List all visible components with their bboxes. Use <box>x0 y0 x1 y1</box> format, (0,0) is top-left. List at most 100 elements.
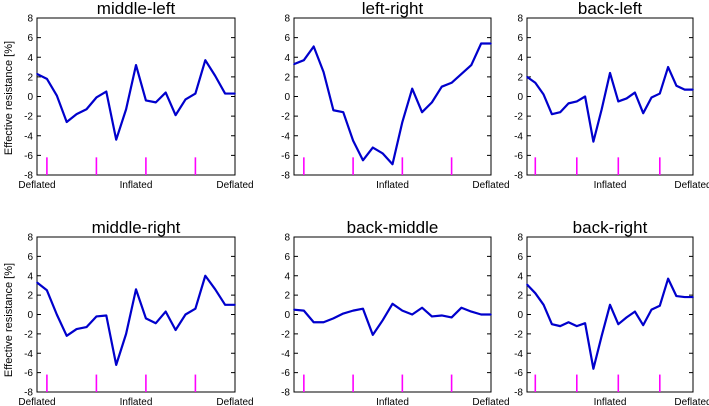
data-point <box>65 121 68 123</box>
data-point <box>95 315 98 318</box>
data-point <box>584 322 586 325</box>
y-tick-label: 4 <box>27 271 33 282</box>
y-tick-label: -8 <box>514 171 523 182</box>
data-point <box>567 321 570 324</box>
data-point <box>490 313 492 316</box>
data-point <box>421 306 423 309</box>
data-point <box>592 367 595 370</box>
y-tick-label: -2 <box>281 112 290 123</box>
data-point <box>194 92 197 95</box>
y-tick-label: 2 <box>517 72 523 83</box>
y-tick-label: -2 <box>514 112 523 123</box>
data-point <box>460 306 463 309</box>
data-point <box>204 59 207 61</box>
y-tick-label: 2 <box>284 291 290 302</box>
x-category-label: Inflated <box>120 180 153 191</box>
data-point <box>391 303 394 305</box>
y-tick-label: 8 <box>27 14 33 25</box>
y-tick-label: -4 <box>24 131 33 142</box>
y-tick-label: -4 <box>514 131 523 142</box>
series-line <box>293 42 491 166</box>
data-point <box>431 101 433 104</box>
data-point <box>105 314 108 317</box>
data-point <box>600 335 603 337</box>
y-tick-label: -8 <box>281 171 290 182</box>
data-point <box>534 81 537 84</box>
data-point <box>174 114 177 116</box>
data-point <box>293 308 295 311</box>
y-tick-label: 8 <box>517 233 523 244</box>
data-point <box>551 113 553 115</box>
plot-frame <box>293 17 492 176</box>
data-point <box>692 296 694 298</box>
y-tick-label: -6 <box>514 368 523 379</box>
data-point <box>332 317 335 320</box>
data-point <box>95 96 98 99</box>
data-point <box>194 307 197 310</box>
data-point <box>105 90 108 93</box>
y-tick-label: -4 <box>514 349 523 360</box>
data-point <box>381 152 384 155</box>
x-category-label: Deflated <box>472 180 509 191</box>
y-tick-label: 2 <box>284 72 290 83</box>
y-tick-label: 2 <box>517 291 523 302</box>
data-point <box>667 277 669 280</box>
data-point <box>440 85 443 88</box>
data-point <box>609 72 611 74</box>
data-point <box>683 296 686 298</box>
data-point <box>584 95 586 98</box>
data-point <box>303 309 305 312</box>
data-point <box>65 335 68 337</box>
y-tick-label: 6 <box>284 252 290 263</box>
data-point <box>36 73 38 75</box>
data-point <box>617 323 620 325</box>
data-point <box>381 319 384 322</box>
plot-frame <box>36 236 236 393</box>
data-point <box>164 91 167 94</box>
data-point <box>115 364 117 366</box>
data-point <box>234 92 236 95</box>
data-point <box>214 75 216 77</box>
chart-panel-left-right: left-right 8 6 4 2 0 -2 -4 -6 -8 Inflated Deflated <box>281 0 510 191</box>
data-point <box>391 163 394 166</box>
y-tick-label: 0 <box>27 310 33 321</box>
data-point <box>470 310 473 313</box>
plot-frame <box>526 17 694 176</box>
data-point <box>534 292 537 294</box>
data-point <box>155 322 157 325</box>
data-point <box>184 313 187 316</box>
x-category-label: Deflated <box>216 180 253 191</box>
y-axis-label-top: Effective resistance [%] <box>3 41 15 155</box>
data-point <box>56 313 58 316</box>
y-tick-label: 2 <box>27 72 33 83</box>
y-tick-label: 0 <box>517 310 523 321</box>
data-point <box>625 316 628 319</box>
data-point <box>155 101 157 104</box>
data-point <box>46 78 48 80</box>
data-point <box>609 304 611 306</box>
y-axis-label-bottom: Effective resistance [%] <box>3 263 15 377</box>
series-line <box>526 65 693 143</box>
data-point <box>592 140 595 143</box>
data-point <box>576 100 578 103</box>
data-point <box>650 96 653 99</box>
data-point <box>362 159 364 162</box>
y-tick-label: 4 <box>517 271 523 282</box>
y-tick-label: 4 <box>27 53 33 64</box>
y-tick-label: 4 <box>284 271 290 282</box>
data-point <box>659 304 661 307</box>
data-point <box>411 313 414 316</box>
y-tick-label: -6 <box>24 151 33 162</box>
x-category-label: Deflated <box>18 397 55 406</box>
data-point <box>46 289 48 292</box>
data-point <box>352 139 354 142</box>
data-point <box>450 316 453 319</box>
data-point <box>85 108 88 111</box>
y-tick-label: 8 <box>284 233 290 244</box>
x-category-label: Inflated <box>594 397 627 406</box>
data-point <box>204 274 207 277</box>
data-point <box>372 334 374 336</box>
y-tick-label: -2 <box>281 329 290 340</box>
